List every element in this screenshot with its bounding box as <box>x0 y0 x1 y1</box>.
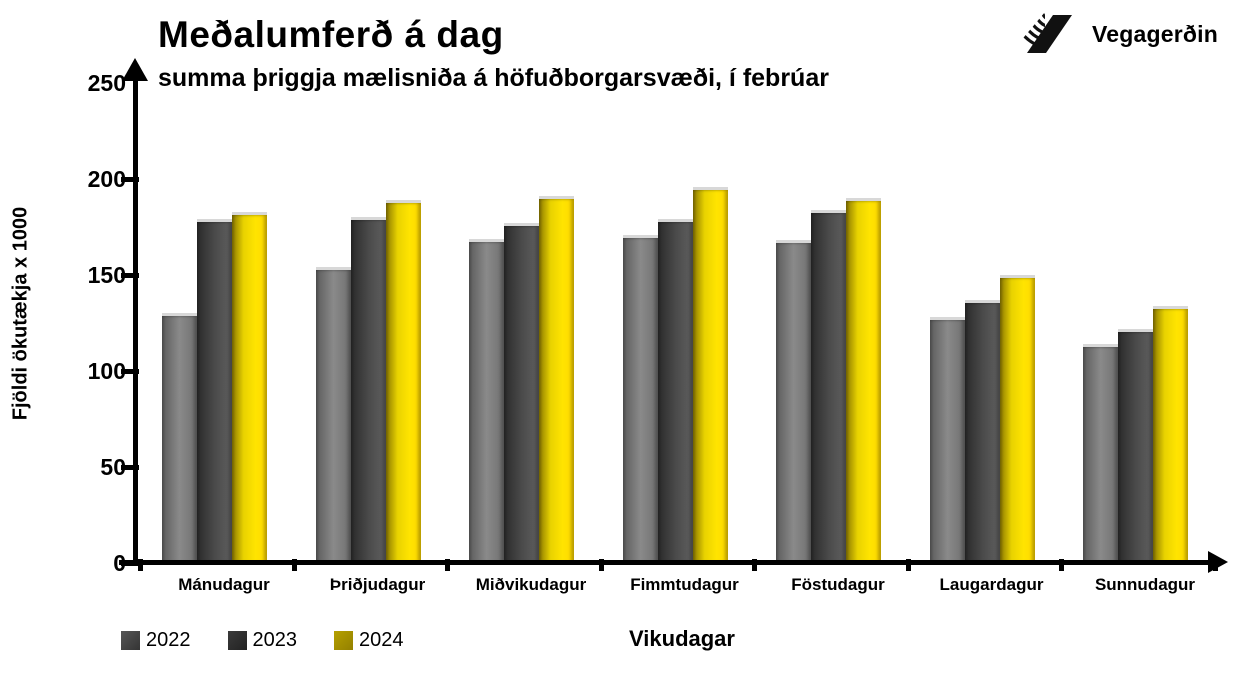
vegagerdin-logo-icon <box>1012 12 1072 53</box>
vegagerdin-logo-text: Vegagerðin <box>1092 20 1218 47</box>
bar-2023-fimmtudagur <box>657 219 693 563</box>
y-tick-label-0: 0 <box>48 550 126 576</box>
legend-label-2024: 2024 <box>359 629 404 651</box>
bar-2024-laugardagur <box>999 275 1035 563</box>
legend: 2022 2023 2024 <box>121 630 404 650</box>
bar-2024-fimmtudagur <box>692 187 728 563</box>
vegagerdin-logo: Vegagerðin <box>1012 10 1218 58</box>
bar-2022-laugardagur <box>929 317 965 563</box>
legend-item-2022: 2022 <box>121 630 191 650</box>
chart-subtitle: summa þriggja mælisniða á höfuðborgarsvæ… <box>158 64 829 92</box>
bar-2024-mánudagur <box>232 212 267 563</box>
x-category-label: Mánudagur <box>178 575 270 594</box>
x-tick-mark <box>1059 559 1064 571</box>
bar-group-fimmtudagur <box>622 187 728 563</box>
bar-2023-miðvikudagur <box>504 223 539 563</box>
y-axis-arrow-icon <box>122 58 148 81</box>
y-tick-mark-150 <box>121 273 139 278</box>
legend-swatch-2023 <box>227 630 247 650</box>
x-category-label: Laugardagur <box>939 575 1044 594</box>
y-tick-label-50: 50 <box>100 454 126 480</box>
bar-2024-föstudagur <box>846 198 881 563</box>
bar-2024-þriðjudagur <box>385 200 421 563</box>
y-tick-label-150: 150 <box>87 262 126 288</box>
y-tick-mark-200 <box>121 177 139 182</box>
bar-2022-miðvikudagur <box>469 239 504 563</box>
bar-2022-föstudagur <box>776 240 811 563</box>
legend-label-2023: 2023 <box>252 629 298 651</box>
bar-2024-sunnudagur <box>1153 306 1188 563</box>
x-tick-mark <box>138 559 143 571</box>
x-category-label: Þriðjudagur <box>329 575 426 594</box>
x-tick-mark <box>291 559 297 571</box>
x-category-label: Föstudagur <box>791 575 885 594</box>
x-tick-mark <box>752 559 757 571</box>
x-tick-mark <box>445 559 450 571</box>
legend-swatch-2024 <box>334 630 353 650</box>
y-axis-line <box>133 80 138 566</box>
legend-label-2022: 2022 <box>146 629 191 651</box>
x-tick-mark <box>598 559 604 571</box>
bar-2024-miðvikudagur <box>539 196 574 563</box>
legend-item-2023: 2023 <box>227 629 298 651</box>
x-axis-title: Vikudagar <box>629 626 735 651</box>
y-tick-label-200: 200 <box>87 166 126 192</box>
y-tick-label-100: 100 <box>87 358 126 384</box>
bar-2023-laugardagur <box>964 300 1000 563</box>
bar-2023-þriðjudagur <box>350 217 386 563</box>
x-category-label: Miðvikudagur <box>475 575 587 594</box>
bar-2022-þriðjudagur <box>315 267 351 563</box>
chart-title: Meðalumferð á dag <box>158 14 504 55</box>
legend-item-2024: 2024 <box>334 630 404 650</box>
y-tick-mark-50 <box>121 465 139 470</box>
bar-2022-mánudagur <box>162 313 197 563</box>
bar-group-laugardagur <box>929 275 1035 563</box>
bar-group-mánudagur <box>162 212 267 563</box>
bar-2022-sunnudagur <box>1083 344 1118 563</box>
x-axis-arrow-icon <box>1208 551 1228 573</box>
x-axis-line <box>119 560 1211 565</box>
bar-2023-sunnudagur <box>1118 329 1153 563</box>
bar-group-miðvikudagur <box>469 196 574 563</box>
x-category-label: Sunnudagur <box>1094 575 1196 594</box>
bar-group-sunnudagur <box>1083 306 1188 563</box>
bar-group-þriðjudagur <box>315 200 421 563</box>
y-tick-label-250: 250 <box>87 70 126 96</box>
bar-2023-mánudagur <box>197 219 232 563</box>
x-tick-mark <box>905 559 911 571</box>
y-tick-mark-100 <box>121 369 139 374</box>
bar-2022-fimmtudagur <box>622 235 658 563</box>
bar-group-föstudagur <box>776 198 881 563</box>
bar-2023-föstudagur <box>811 210 846 563</box>
legend-swatch-2022 <box>121 630 140 650</box>
y-axis-title: Fjöldi ökutækja x 1000 <box>9 206 32 421</box>
x-category-label: Fimmtudagur <box>630 575 739 594</box>
